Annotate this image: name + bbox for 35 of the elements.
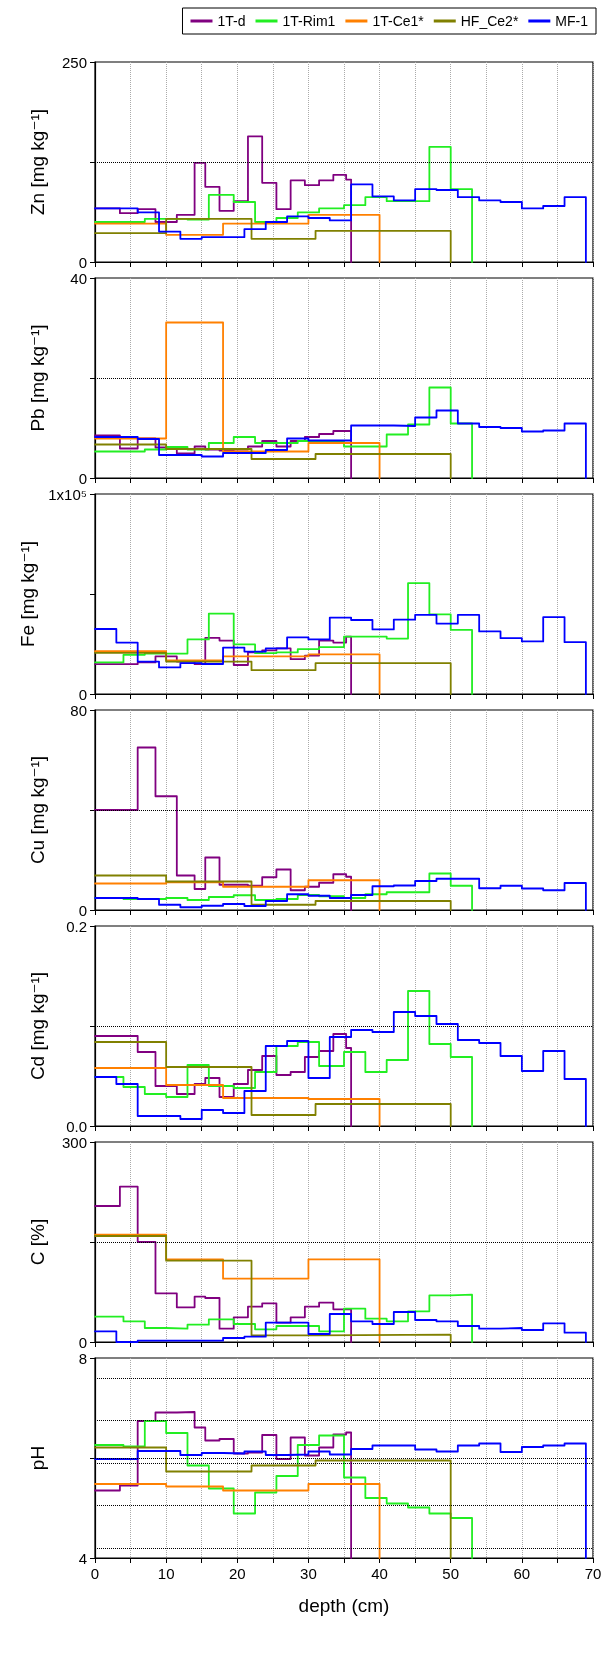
- y-tick-label: 1x10⁵: [48, 485, 87, 503]
- y-axis-title: pH: [27, 1445, 48, 1471]
- y-axis-title: Pb [mg kg⁻¹]: [27, 324, 48, 432]
- y-tick-label: 40: [70, 269, 87, 287]
- y-tick-label: 4: [78, 1549, 87, 1567]
- y-tick-label: 0: [78, 901, 87, 919]
- y-tick-label: 8: [78, 1349, 87, 1367]
- y-axis-title: Cd [mg kg⁻¹]: [27, 971, 48, 1081]
- x-tick-label: 70: [584, 1565, 602, 1582]
- y-axis-title: Cu [mg kg⁻¹]: [27, 755, 48, 865]
- legend-label: 1T-d: [217, 13, 246, 29]
- y-tick-label: 0: [78, 685, 87, 703]
- legend-label: 1T-Rim1: [282, 13, 336, 29]
- legend-label: MF-1: [555, 13, 589, 29]
- x-axis-title: depth (cm): [298, 1595, 390, 1616]
- y-tick-label: 250: [61, 53, 87, 71]
- y-tick-label: 0.0: [66, 1117, 87, 1135]
- x-tick-label: 10: [157, 1565, 175, 1582]
- x-tick-label: 0: [90, 1565, 100, 1582]
- x-tick-label: 20: [228, 1565, 246, 1582]
- y-tick-label: 0: [78, 1333, 87, 1351]
- y-axis-title: Zn [mg kg⁻¹]: [27, 108, 48, 216]
- legend-label: 1T-Ce1*: [372, 13, 425, 29]
- x-tick-label: 60: [513, 1565, 531, 1582]
- x-tick-label: 40: [371, 1565, 388, 1582]
- y-tick-label: 80: [70, 701, 87, 719]
- y-tick-label: 0.2: [66, 917, 87, 935]
- y-tick-label: 0: [78, 469, 87, 487]
- y-axis-title: C [%]: [27, 1218, 48, 1266]
- y-tick-label: 0: [78, 253, 87, 271]
- legend-label: HF_Ce2*: [460, 13, 519, 29]
- y-tick-label: 300: [61, 1133, 87, 1151]
- y-axis-title: Fe [mg kg⁻¹]: [17, 540, 39, 648]
- x-tick-label: 50: [442, 1565, 460, 1582]
- x-tick-label: 30: [300, 1565, 317, 1582]
